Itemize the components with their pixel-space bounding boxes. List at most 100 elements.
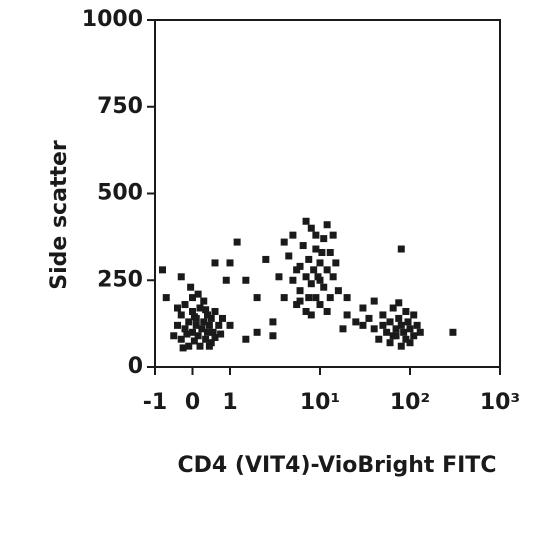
scatter-point	[177, 311, 185, 319]
scatter-point	[307, 224, 315, 232]
scatter-point	[179, 344, 187, 352]
scatter-point	[262, 255, 270, 263]
scatter-point	[200, 318, 208, 326]
scatter-point	[200, 297, 208, 305]
scatter-point	[170, 332, 178, 340]
scatter-point	[217, 330, 225, 338]
scatter-point	[359, 321, 367, 329]
scatter-point	[323, 307, 331, 315]
scatter-point	[269, 332, 277, 340]
scatter-point	[242, 335, 250, 343]
scatter-point	[316, 276, 324, 284]
scatter-point	[242, 276, 250, 284]
y-tick-label: 750	[97, 94, 143, 119]
scatter-point	[177, 273, 185, 281]
scatter-point	[289, 231, 297, 239]
scatter-point	[253, 328, 261, 336]
scatter-point	[329, 273, 337, 281]
scatter-point	[397, 342, 405, 350]
scatter-point	[339, 325, 347, 333]
scatter-point	[312, 245, 320, 253]
y-tick-label: 250	[97, 267, 143, 292]
scatter-point	[219, 314, 226, 322]
scatter-point	[312, 294, 320, 302]
scatter-point	[310, 266, 318, 274]
scatter-point	[406, 325, 414, 333]
scatter-point	[406, 339, 414, 347]
scatter-point	[318, 248, 326, 256]
x-tick-label: -1	[143, 390, 167, 415]
scatter-point	[410, 311, 418, 319]
scatter-point	[305, 294, 313, 302]
scatter-point	[343, 311, 351, 319]
scatter-point	[296, 287, 304, 295]
scatter-point	[192, 321, 200, 329]
scatter-point	[190, 313, 198, 321]
scatter-point	[416, 328, 424, 336]
scatter-point	[375, 335, 383, 343]
scatter-point	[204, 328, 211, 336]
scatter-point	[280, 294, 288, 302]
scatter-point	[389, 332, 397, 340]
scatter-point	[370, 297, 378, 305]
scatter-point	[413, 321, 421, 329]
scatter-point	[383, 328, 391, 336]
scatter-point	[402, 335, 410, 343]
scatter-point	[209, 328, 217, 336]
scatter-point	[202, 335, 210, 343]
scatter-point	[404, 318, 412, 326]
scatter-point	[379, 311, 387, 319]
scatter-point	[302, 273, 310, 281]
scatter-point	[269, 318, 277, 326]
scatter-point	[226, 259, 234, 267]
scatter-point	[332, 259, 340, 267]
scatter-point	[352, 318, 360, 326]
x-tick-label: 0	[185, 390, 200, 415]
scatter-point	[207, 314, 215, 322]
scatter-point	[185, 342, 193, 350]
scatter-point	[177, 335, 185, 343]
scatter-point	[397, 321, 405, 329]
scatter-point	[280, 238, 288, 246]
scatter-point	[159, 266, 166, 274]
scatter-point	[222, 276, 230, 284]
y-axis-label: Side scatter	[47, 140, 72, 290]
scatter-point	[196, 342, 204, 350]
scatter-point	[370, 325, 378, 333]
y-tick-label: 0	[128, 354, 143, 379]
scatter-point	[320, 283, 328, 291]
y-tick-label: 1000	[82, 7, 143, 32]
scatter-point	[289, 276, 297, 284]
scatter-point	[194, 290, 202, 298]
scatter-point	[334, 287, 342, 295]
scatter-point	[402, 307, 410, 315]
scatter-point	[190, 337, 198, 345]
scatter-point	[307, 311, 315, 319]
x-tick-label: 10¹	[300, 390, 340, 415]
scatter-point	[395, 299, 403, 307]
scatter-point	[187, 283, 195, 291]
scatter-point	[397, 245, 405, 253]
scatter-point	[299, 242, 307, 250]
scatter-point	[323, 266, 331, 274]
scatter-point	[449, 328, 457, 336]
scatter-point	[316, 259, 324, 267]
scatter-point	[395, 314, 403, 322]
scatter-point	[185, 318, 193, 326]
scatter-point	[181, 301, 189, 309]
scatter-point	[329, 231, 337, 239]
scatter-point	[205, 321, 213, 329]
scatter-point	[198, 325, 206, 333]
x-tick-label: 10³	[480, 390, 520, 415]
scatter-point	[215, 321, 223, 329]
scatter-point	[320, 235, 328, 243]
x-axis-label: CD4 (VIT4)-VioBright FITC	[178, 453, 497, 478]
scatter-point	[194, 332, 202, 340]
scatter-point	[233, 238, 241, 246]
scatter-point	[307, 280, 315, 288]
scatter-point	[253, 294, 261, 302]
scatter-point	[392, 325, 400, 333]
scatter-point	[302, 307, 310, 315]
x-tick-label: 10²	[390, 390, 430, 415]
scatter-point	[400, 328, 408, 336]
